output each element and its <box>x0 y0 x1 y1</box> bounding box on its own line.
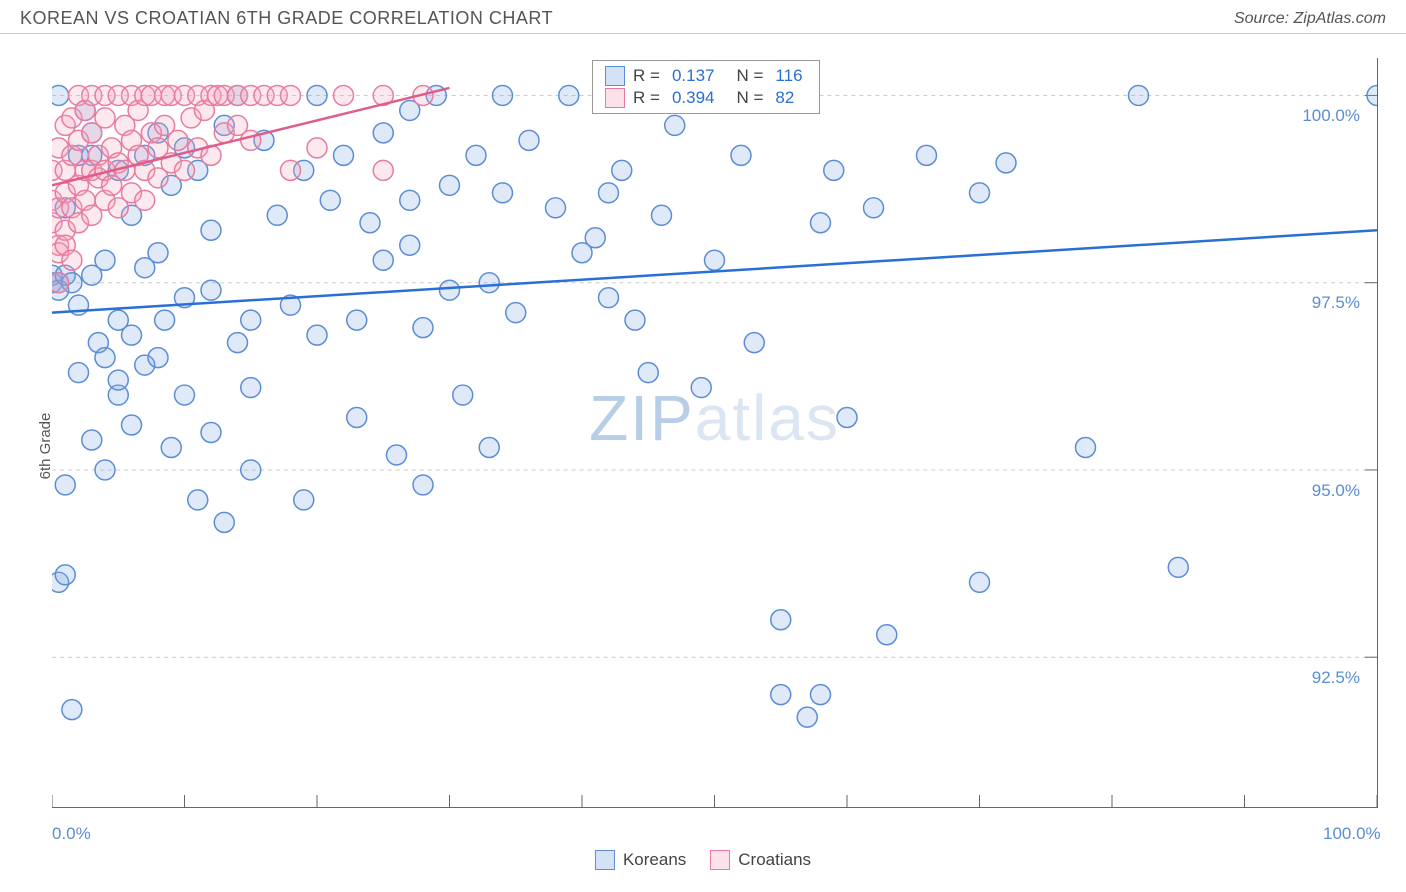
series-legend-label: Croatians <box>738 850 811 870</box>
scatter-svg <box>52 58 1377 807</box>
legend-swatch <box>595 850 615 870</box>
chart-source: Source: ZipAtlas.com <box>1234 10 1386 28</box>
legend-r-label: R = <box>633 66 660 86</box>
x-tick-label: 0.0% <box>52 824 91 844</box>
legend-r-value: 0.394 <box>668 88 719 108</box>
y-tick-label: 95.0% <box>1312 481 1360 501</box>
chart-header: KOREAN VS CROATIAN 6TH GRADE CORRELATION… <box>0 0 1406 34</box>
plot-area: ZIPatlas R =0.137N =116R =0.394N =82 <box>52 58 1378 808</box>
legend-swatch <box>710 850 730 870</box>
legend-n-label: N = <box>736 88 763 108</box>
x-tick-label: 100.0% <box>1323 824 1381 844</box>
series-legend: Koreans Croatians <box>595 850 811 870</box>
legend-n-label: N = <box>736 66 763 86</box>
legend-swatch <box>605 66 625 86</box>
chart-title: KOREAN VS CROATIAN 6TH GRADE CORRELATION… <box>20 8 553 29</box>
legend-n-value: 82 <box>771 88 798 108</box>
stats-legend: R = 0.137 N = 116 R = 0.394 N = 82 <box>592 60 820 114</box>
y-tick-label: 97.5% <box>1312 293 1360 313</box>
y-tick-label: 92.5% <box>1312 668 1360 688</box>
legend-r-label: R = <box>633 88 660 108</box>
series-legend-label: Koreans <box>623 850 686 870</box>
stats-legend-row: R = 0.137 N = 116 <box>605 65 807 87</box>
series-legend-item: Croatians <box>710 850 811 870</box>
legend-r-value: 0.137 <box>668 66 719 86</box>
legend-swatch <box>605 88 625 108</box>
legend-n-value: 116 <box>771 66 806 86</box>
stats-legend-row: R = 0.394 N = 82 <box>605 87 807 109</box>
y-tick-label: 100.0% <box>1302 106 1360 126</box>
series-legend-item: Koreans <box>595 850 686 870</box>
